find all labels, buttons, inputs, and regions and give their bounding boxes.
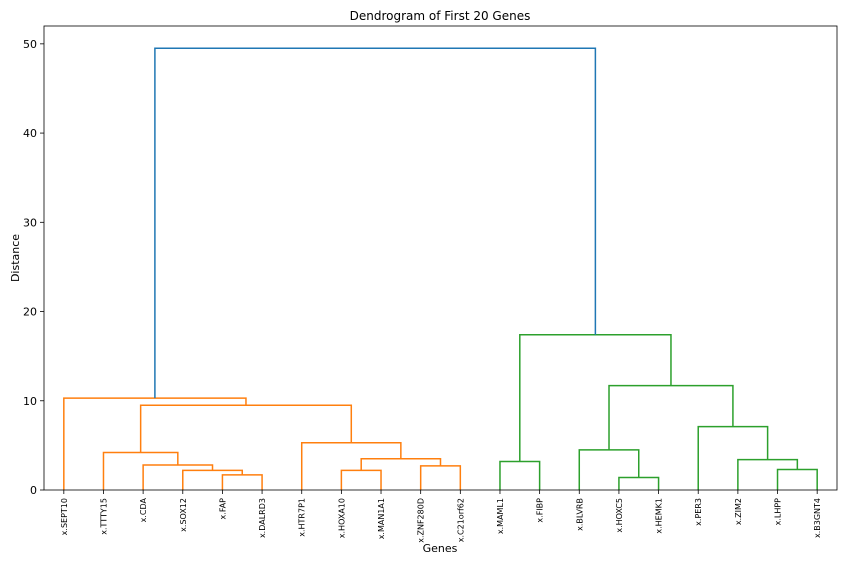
leaf-label: x.TTTY15 <box>99 498 108 535</box>
y-tick-label: 40 <box>23 127 37 140</box>
y-tick-label: 20 <box>23 306 37 319</box>
merge-link <box>142 464 214 490</box>
leaf-label: x.DALRD3 <box>258 498 267 538</box>
y-axis-ticks: 0 10 20 30 40 50 <box>23 38 44 497</box>
leaf-label: x.ZNF280D <box>417 498 426 543</box>
merge-link <box>340 469 382 490</box>
merge-link <box>737 458 799 490</box>
leaf-label: x.FIBP <box>536 498 545 523</box>
y-tick-label: 50 <box>23 38 37 51</box>
merge-link <box>300 441 402 490</box>
leaf-label: x.HOXC5 <box>615 498 624 533</box>
leaf-label: x.HTR7P1 <box>298 498 307 537</box>
chart-title: Dendrogram of First 20 Genes <box>350 9 531 23</box>
leaf-label: x.C21orf62 <box>456 498 465 542</box>
merge-link <box>776 468 818 490</box>
y-tick-label: 10 <box>23 395 37 408</box>
x-axis-title: Genes <box>423 542 458 555</box>
y-tick-label: 0 <box>30 484 37 497</box>
merge-link <box>499 460 541 490</box>
y-axis-title: Distance <box>9 234 22 282</box>
merge-link <box>419 465 462 490</box>
merge-link <box>221 474 263 490</box>
plot-frame <box>43 25 838 491</box>
leaf-label: x.MAN1A1 <box>377 498 386 539</box>
merge-link <box>63 397 247 490</box>
merge-link <box>102 451 179 490</box>
x-axis-ticks: x.SEPT10 x.TTTY15 x.CDA x.SOX12 x.FAP x.DALRD… <box>60 490 822 543</box>
leaf-label: x.HOXA10 <box>337 498 346 538</box>
leaf-label: x.SOX12 <box>179 498 188 532</box>
merge-link <box>182 469 243 490</box>
merge-link <box>618 476 660 490</box>
dendrogram-links <box>63 47 818 490</box>
leaf-label: x.HEMK1 <box>655 498 664 534</box>
leaf-label: x.LHPP <box>774 498 783 526</box>
leaf-label: x.SEPT10 <box>60 498 69 535</box>
leaf-label: x.CDA <box>139 497 148 522</box>
leaf-label: x.PER3 <box>694 498 703 526</box>
merge-link <box>578 449 640 490</box>
leaf-label: x.FAP <box>218 498 227 520</box>
merge-link <box>154 47 597 399</box>
merge-link <box>360 458 442 471</box>
merge-link <box>697 425 769 490</box>
merge-link <box>608 384 734 450</box>
leaf-label: x.ZIM2 <box>734 498 743 525</box>
leaf-label: x.MAML1 <box>496 498 505 534</box>
leaf-label: x.B3GNT4 <box>813 498 822 538</box>
merge-link <box>519 333 672 462</box>
leaf-label: x.BLVRB <box>575 498 584 531</box>
merge-link <box>139 404 353 453</box>
y-tick-label: 30 <box>23 216 37 229</box>
